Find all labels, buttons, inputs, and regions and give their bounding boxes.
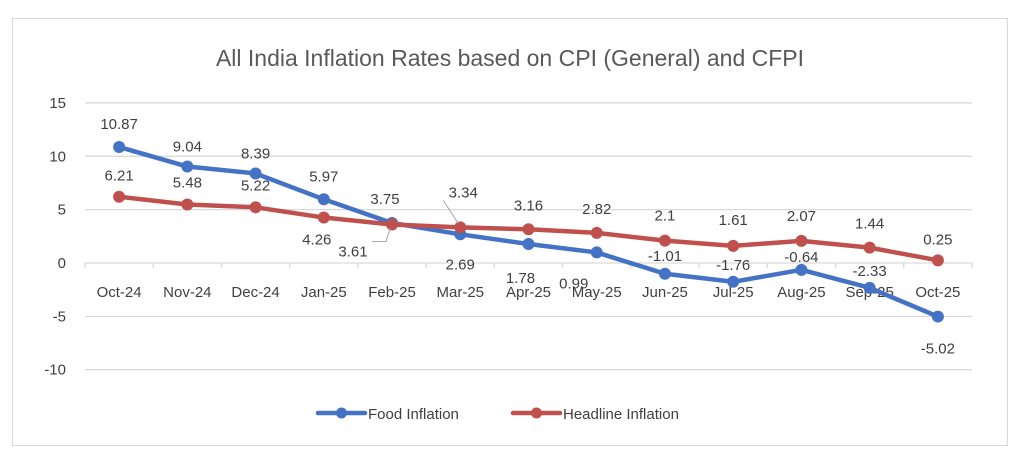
x-axis: Oct-24 Nov-24 Dec-24 Jan-25 Feb-25 Mar-25 Apr-… <box>84 262 973 301</box>
food-marker <box>658 267 671 280</box>
food-data-label: -2.33 <box>853 263 887 280</box>
headline-data-label: 1.44 <box>855 216 884 233</box>
food-marker <box>727 275 740 288</box>
y-tick-label: 10 <box>49 148 66 165</box>
food-marker <box>113 141 126 154</box>
gridlines <box>85 102 972 371</box>
legend-item-food[interactable]: Food Inflation <box>315 406 459 423</box>
legend-headline-marker <box>531 407 542 419</box>
headline-marker <box>658 234 671 247</box>
x-tick-label: Mar-25 <box>437 284 485 301</box>
y-tick-label: -5 <box>53 308 66 325</box>
headline-data-label: 3.61 <box>338 243 367 260</box>
x-tick-label: Nov-24 <box>163 284 211 301</box>
x-tick-label: Jun-25 <box>642 284 688 301</box>
x-tick-label: Jul-25 <box>713 284 754 301</box>
food-marker <box>590 246 603 259</box>
legend-food-marker <box>336 407 347 419</box>
chart-frame <box>12 18 1008 446</box>
headline-marker <box>727 239 740 252</box>
food-data-label: -5.02 <box>921 341 955 358</box>
x-tick-label: Jan-25 <box>301 284 347 301</box>
legend-item-headline[interactable]: Headline Inflation <box>510 406 679 423</box>
leader-line <box>372 228 391 242</box>
headline-marker <box>181 198 194 211</box>
headline-marker <box>386 218 399 231</box>
y-tick-label: 5 <box>58 202 66 219</box>
food-data-label: 8.39 <box>241 145 270 162</box>
food-marker <box>249 167 262 180</box>
food-marker <box>931 310 944 323</box>
food-marker <box>795 263 808 276</box>
headline-marker <box>113 190 126 203</box>
y-tick-label: 0 <box>58 255 66 272</box>
food-marker <box>863 281 876 294</box>
headline-data-label: 2.82 <box>582 201 611 218</box>
headline-data-label: 4.26 <box>302 232 331 249</box>
food-data-label: 1.78 <box>506 270 535 287</box>
headline-data-label: 3.16 <box>514 197 543 214</box>
legend: Food Inflation Headline Inflation <box>315 406 679 423</box>
food-data-label: 2.69 <box>446 256 475 273</box>
food-data-label: -1.01 <box>648 248 682 265</box>
food-data-label: 5.97 <box>309 168 338 185</box>
headline-data-label: 3.34 <box>449 184 478 201</box>
food-data-label: 10.87 <box>100 116 138 133</box>
x-tick-label: Oct-25 <box>915 284 960 301</box>
headline-marker <box>317 211 330 224</box>
headline-data-label: 0.25 <box>923 231 952 248</box>
x-tick-label: May-25 <box>572 284 622 301</box>
chart-title: All India Inflation Rates based on CPI (… <box>216 45 804 71</box>
headline-data-label: 6.21 <box>105 168 134 185</box>
x-tick-label: Dec-24 <box>231 284 279 301</box>
headline-data-label: 2.1 <box>655 208 676 225</box>
food-data-label: 0.99 <box>559 275 588 292</box>
food-marker <box>317 193 330 206</box>
headline-data-label: 2.07 <box>787 208 816 225</box>
legend-food-label: Food Inflation <box>368 406 459 423</box>
headline-marker <box>249 201 262 214</box>
headline-data-label: 5.48 <box>173 175 202 192</box>
headline-marker <box>931 254 944 267</box>
x-tick-label: Feb-25 <box>368 284 416 301</box>
headline-marker <box>590 226 603 239</box>
headline-data-label: 5.22 <box>241 177 270 194</box>
headline-marker <box>522 223 535 236</box>
series-group <box>113 141 944 323</box>
y-axis-ticks: -10 -5 0 5 10 15 <box>44 95 66 379</box>
leader-line <box>442 200 459 224</box>
food-data-label: -0.64 <box>784 249 818 266</box>
headline-marker <box>795 234 808 247</box>
x-tick-label: Oct-24 <box>97 284 142 301</box>
food-marker <box>181 160 194 173</box>
headline-marker <box>863 241 876 254</box>
x-tick-label: Aug-25 <box>777 284 825 301</box>
y-tick-label: -10 <box>44 362 66 379</box>
headline-data-label: 1.61 <box>719 212 748 229</box>
food-marker <box>522 238 535 251</box>
headline-marker <box>454 221 467 234</box>
y-tick-label: 15 <box>49 95 66 112</box>
legend-headline-label: Headline Inflation <box>563 406 679 423</box>
food-data-label: -1.76 <box>716 257 750 274</box>
food-data-label: 3.75 <box>370 191 399 208</box>
data-labels: 10.87 9.04 8.39 5.97 3.75 2.69 1.78 0.99 -1.01 -1… <box>100 116 955 358</box>
x-tick-label: Apr-25 <box>506 284 551 301</box>
food-data-label: 9.04 <box>173 139 202 156</box>
